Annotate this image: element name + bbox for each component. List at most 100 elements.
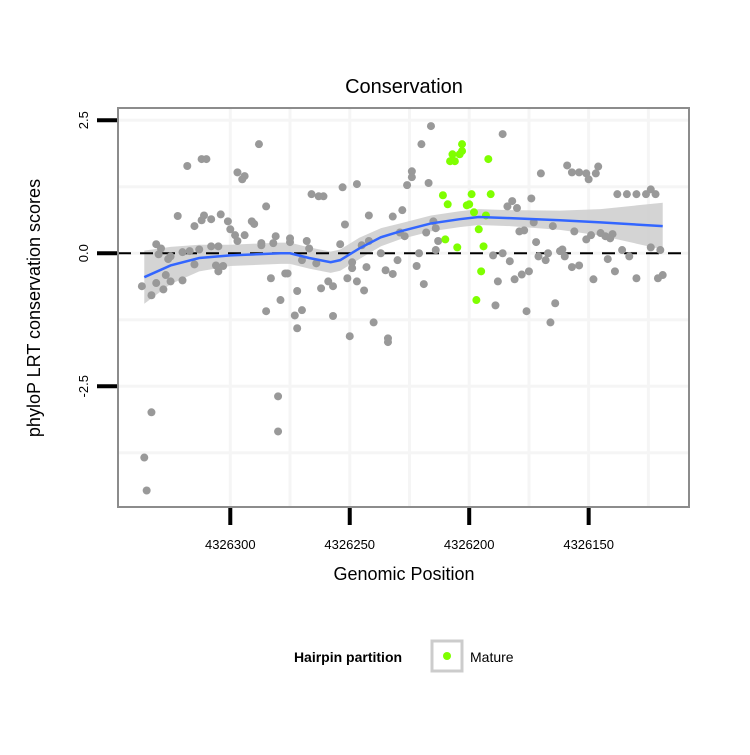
data-point-other — [491, 301, 500, 310]
data-point-other — [498, 130, 507, 139]
data-point-other — [348, 264, 357, 273]
data-point-other — [343, 274, 352, 283]
data-point-other — [536, 169, 545, 178]
data-point-other — [563, 161, 572, 170]
data-point-other — [591, 169, 600, 178]
data-point-other — [434, 237, 443, 245]
data-point-other — [202, 155, 211, 164]
data-point-other — [283, 269, 292, 278]
data-point-other — [360, 286, 369, 295]
data-point-other — [207, 215, 216, 224]
data-point-other — [173, 211, 182, 220]
data-point-other — [383, 338, 392, 347]
data-point-other — [352, 180, 361, 189]
data-point-other — [610, 267, 619, 276]
data-point-other — [544, 249, 553, 258]
data-point-other — [161, 271, 170, 280]
data-point-mature — [458, 140, 467, 149]
data-point-other — [297, 306, 306, 315]
data-point-other — [524, 267, 533, 276]
data-point-other — [137, 282, 146, 291]
legend-title: Hairpin partition — [294, 649, 402, 665]
data-point-other — [570, 227, 579, 236]
data-point-other — [510, 275, 519, 284]
data-point-other — [527, 194, 536, 203]
data-point-other — [338, 183, 347, 192]
data-point-other — [618, 246, 627, 255]
data-point-other — [424, 179, 433, 188]
data-point-other — [589, 275, 598, 284]
data-point-other — [159, 285, 168, 294]
data-point-other — [183, 161, 192, 170]
panel-border — [117, 107, 690, 508]
data-point-other — [522, 307, 531, 316]
data-point-other — [276, 296, 285, 305]
data-point-other — [493, 277, 502, 286]
data-point-other — [340, 220, 349, 229]
data-point-other — [317, 284, 326, 293]
data-point-mature — [484, 155, 493, 164]
data-point-other — [587, 231, 596, 240]
data-point-other — [274, 392, 283, 401]
grid-lines — [118, 108, 689, 507]
data-point-mature — [443, 200, 452, 209]
data-point-other — [254, 140, 263, 149]
data-point-other — [329, 312, 338, 321]
data-point-mature — [441, 235, 450, 244]
data-point-mature — [448, 150, 457, 159]
y-axis: 2.5 0.0 -2.5 — [76, 111, 117, 397]
data-point-other — [508, 197, 517, 206]
data-point-other — [431, 224, 440, 233]
data-point-other — [560, 252, 569, 261]
data-point-other — [567, 263, 576, 272]
x-tick-label: 4326200 — [444, 537, 495, 552]
data-point-other — [388, 212, 397, 221]
data-point-other — [164, 255, 173, 264]
data-point-other — [233, 237, 242, 245]
data-point-other — [178, 276, 187, 285]
x-axis-label: Genomic Position — [333, 564, 474, 584]
data-point-other — [419, 280, 428, 289]
data-point-mature — [486, 190, 495, 199]
data-point-other — [297, 256, 306, 265]
legend-key-mature-dot — [443, 652, 451, 660]
smooth-line — [143, 215, 663, 279]
data-point-other — [345, 332, 354, 341]
data-point-other — [613, 190, 622, 199]
data-point-other — [362, 263, 371, 272]
data-point-other — [403, 181, 412, 190]
data-point-other — [393, 256, 402, 265]
data-point-other — [551, 299, 560, 308]
data-point-other — [625, 252, 634, 261]
confidence-ribbon — [144, 202, 663, 304]
data-points — [137, 122, 667, 495]
y-tick-label: 2.5 — [76, 111, 91, 129]
data-point-other — [412, 262, 421, 271]
data-point-other — [567, 168, 576, 177]
data-point-other — [312, 259, 321, 268]
data-point-other — [190, 222, 199, 231]
data-point-other — [274, 427, 283, 436]
data-point-other — [646, 243, 655, 252]
y-tick-label: -2.5 — [76, 375, 91, 397]
data-point-other — [541, 256, 550, 265]
data-point-other — [498, 249, 507, 258]
confidence-ribbon-group — [144, 202, 663, 304]
x-tick-label: 4326250 — [324, 537, 375, 552]
data-point-other — [266, 274, 275, 283]
data-point-other — [407, 173, 416, 182]
legend: Hairpin partition Mature — [294, 639, 514, 673]
smooth-line-group — [143, 215, 663, 279]
data-point-other — [286, 238, 295, 247]
chart-title: Conservation — [345, 76, 463, 98]
data-point-other — [505, 257, 514, 266]
data-point-other — [426, 122, 435, 131]
data-point-other — [262, 307, 271, 316]
data-point-other — [185, 247, 194, 256]
data-point-other — [369, 318, 378, 327]
data-point-other — [512, 204, 521, 213]
data-point-other — [152, 279, 161, 288]
data-point-mature — [474, 225, 483, 234]
data-point-other — [594, 162, 603, 171]
data-point-other — [197, 216, 206, 225]
